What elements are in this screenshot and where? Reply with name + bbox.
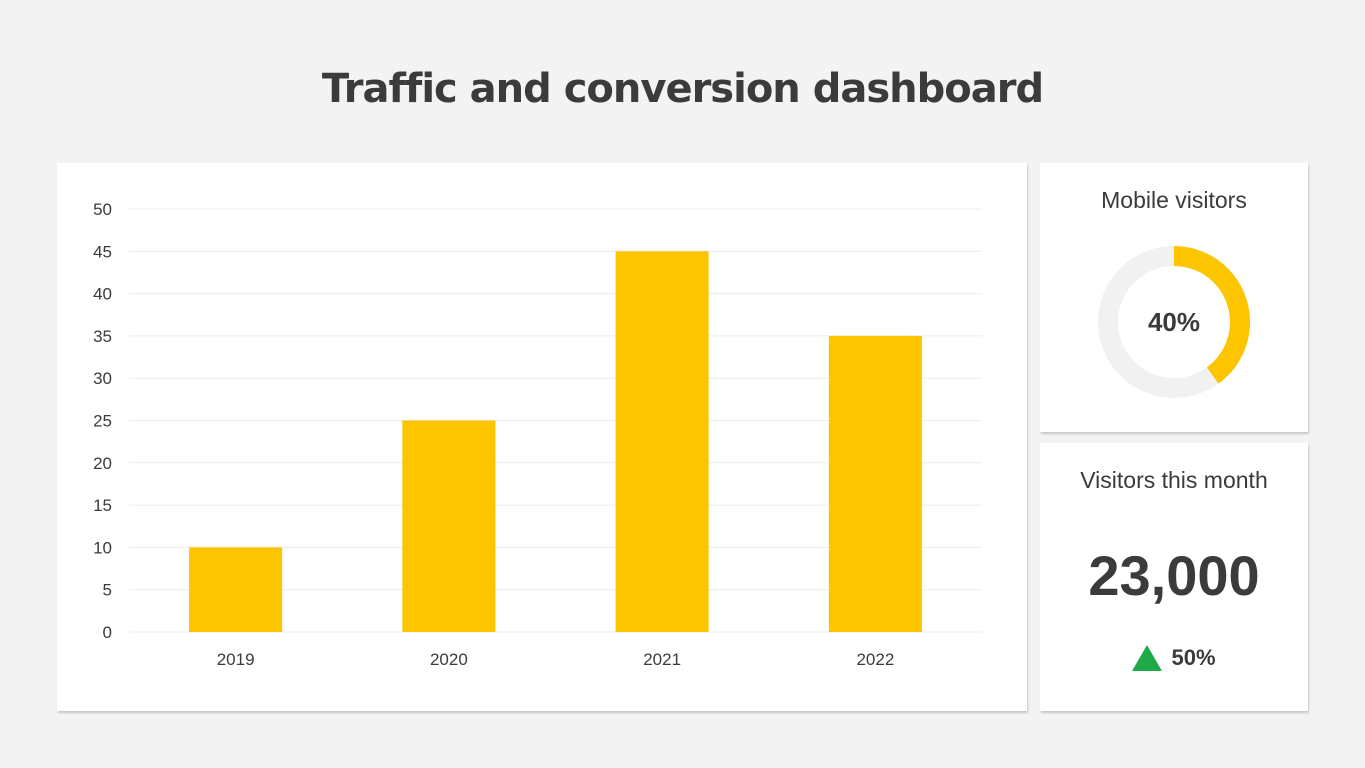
x-tick-label: 2022	[856, 650, 894, 669]
bar-chart: 0 5 10 15 20 25 30 35 40 45 50 2019 2020 2021 2022	[93, 200, 982, 669]
x-tick-label: 2020	[430, 650, 468, 669]
bar-2022	[828, 335, 922, 632]
y-tick-label: 45	[93, 242, 112, 261]
y-tick-label: 50	[93, 200, 112, 219]
visitors-month-card: Visitors this month 23,000 50%	[1040, 443, 1308, 711]
mobile-visitors-title: Mobile visitors	[1101, 187, 1247, 213]
visitors-month-title: Visitors this month	[1080, 467, 1268, 493]
mobile-visitors-percent: 40%	[1147, 306, 1201, 337]
y-tick-label: 15	[93, 496, 112, 515]
triangle-up-icon	[1132, 645, 1163, 671]
y-tick-label: 0	[103, 623, 112, 642]
bar-2020	[402, 420, 496, 632]
mobile-visitors-card: Mobile visitors 40%	[1040, 163, 1308, 432]
y-tick-label: 30	[93, 369, 112, 388]
visitors-change-value: 50%	[1171, 645, 1216, 670]
donut-value-arc	[1098, 246, 1250, 398]
x-tick-label: 2019	[217, 650, 255, 669]
visitors-change: 50%	[1040, 645, 1308, 671]
y-tick-label: 10	[93, 538, 112, 557]
page-title: Traffic and conversion dashboard	[321, 66, 1044, 112]
bar-chart-card: 0 5 10 15 20 25 30 35 40 45 50 2019 2020 2021 2022	[57, 163, 1027, 711]
visitors-month-value: 23,000	[1088, 544, 1260, 607]
bar-2021	[615, 251, 709, 633]
donut-chart	[1098, 246, 1250, 398]
y-tick-label: 40	[93, 285, 112, 304]
y-tick-label: 5	[103, 581, 112, 600]
bar-2019	[189, 547, 283, 632]
mobile-visitors-donut: 40%	[1096, 244, 1252, 400]
y-tick-label: 20	[93, 454, 112, 473]
y-tick-label: 25	[93, 412, 112, 431]
y-tick-label: 35	[93, 327, 112, 346]
x-tick-label: 2021	[643, 650, 681, 669]
